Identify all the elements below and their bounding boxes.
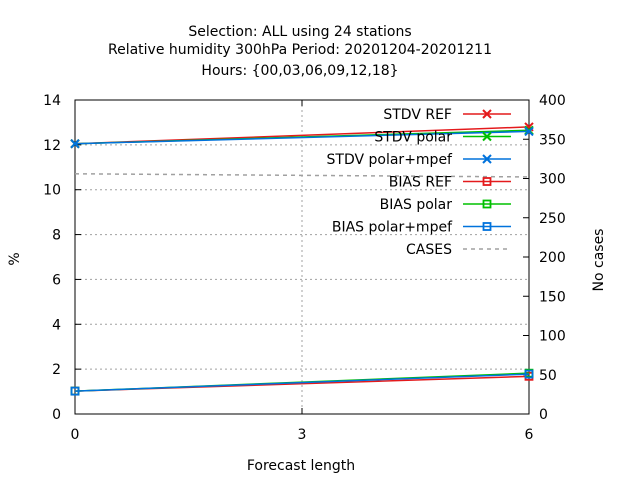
series-point-stdv-polar-mpef [524,126,534,137]
x-axis-ticks: 0 3 6 [71,100,534,443]
legend-marker-stdv-ref [482,109,492,119]
chart-title-line-3: Hours: {00,03,06,09,12,18} [201,63,398,79]
y-tick-label: 10 [43,183,61,199]
y2-tick-label: 150 [539,289,566,305]
series-point-stdv-polar-mpef [70,139,80,149]
y-axis-ticks: 0 2 4 6 8 10 12 14 [43,93,81,423]
series-line-stdv-polar-mpef [74,130,530,145]
y2-tick-label: 0 [539,407,548,423]
legend-marker-bias-ref [482,177,492,186]
legend-label-bias-polar-mpef: BIAS polar+mpef [332,220,453,236]
x-tick-label: 3 [298,427,307,443]
chart-title-line-2: Relative humidity 300hPa Period: 2020120… [108,42,492,58]
chart-title: Selection: ALL using 24 stations Relativ… [108,24,492,79]
y2-axis-label: No cases [591,229,607,292]
series-line-cases [74,173,530,178]
legend: STDV REF STDV polar STDV polar+mpef BIAS RE… [327,107,511,258]
legend-marker-bias-polar-mpef [482,222,492,231]
x-tick-label: 0 [71,427,80,443]
x-tick-label: 6 [525,427,534,443]
legend-label-stdv-ref: STDV REF [383,107,452,123]
y2-tick-label: 350 [539,132,566,148]
data-series [70,122,534,396]
grid-lines [75,100,529,414]
y2-tick-label: 50 [539,368,557,384]
legend-marker-bias-polar [482,199,492,209]
y-tick-label: 8 [52,228,61,244]
series-line-bias-polar-mpef [74,373,530,392]
y2-tick-label: 400 [539,93,566,109]
legend-marker-stdv-polar [482,131,492,142]
y2-tick-label: 100 [539,329,566,345]
y-tick-label: 0 [52,407,61,423]
legend-label-bias-ref: BIAS REF [389,175,452,191]
legend-label-stdv-polar-mpef: STDV polar+mpef [327,152,454,168]
legend-label-stdv-polar: STDV polar [374,130,452,146]
y2-tick-label: 300 [539,172,566,188]
legend-label-bias-polar: BIAS polar [380,197,453,213]
legend-marker-stdv-polar-mpef [482,154,492,164]
series-point-bias-polar-mpef [70,386,80,396]
y-tick-label: 4 [52,317,61,333]
y-tick-label: 14 [43,93,61,109]
y-axis-label: % [7,252,23,265]
y-tick-label: 12 [43,138,61,154]
series-point-bias-polar-mpef [524,369,534,379]
legend-label-cases: CASES [406,242,452,258]
chart-title-line-1: Selection: ALL using 24 stations [188,24,411,40]
y-tick-label: 6 [52,272,61,288]
y-tick-label: 2 [52,362,61,378]
y2-tick-label: 200 [539,250,566,266]
y2-tick-label: 250 [539,211,566,227]
x-axis-label: Forecast length [247,458,355,474]
